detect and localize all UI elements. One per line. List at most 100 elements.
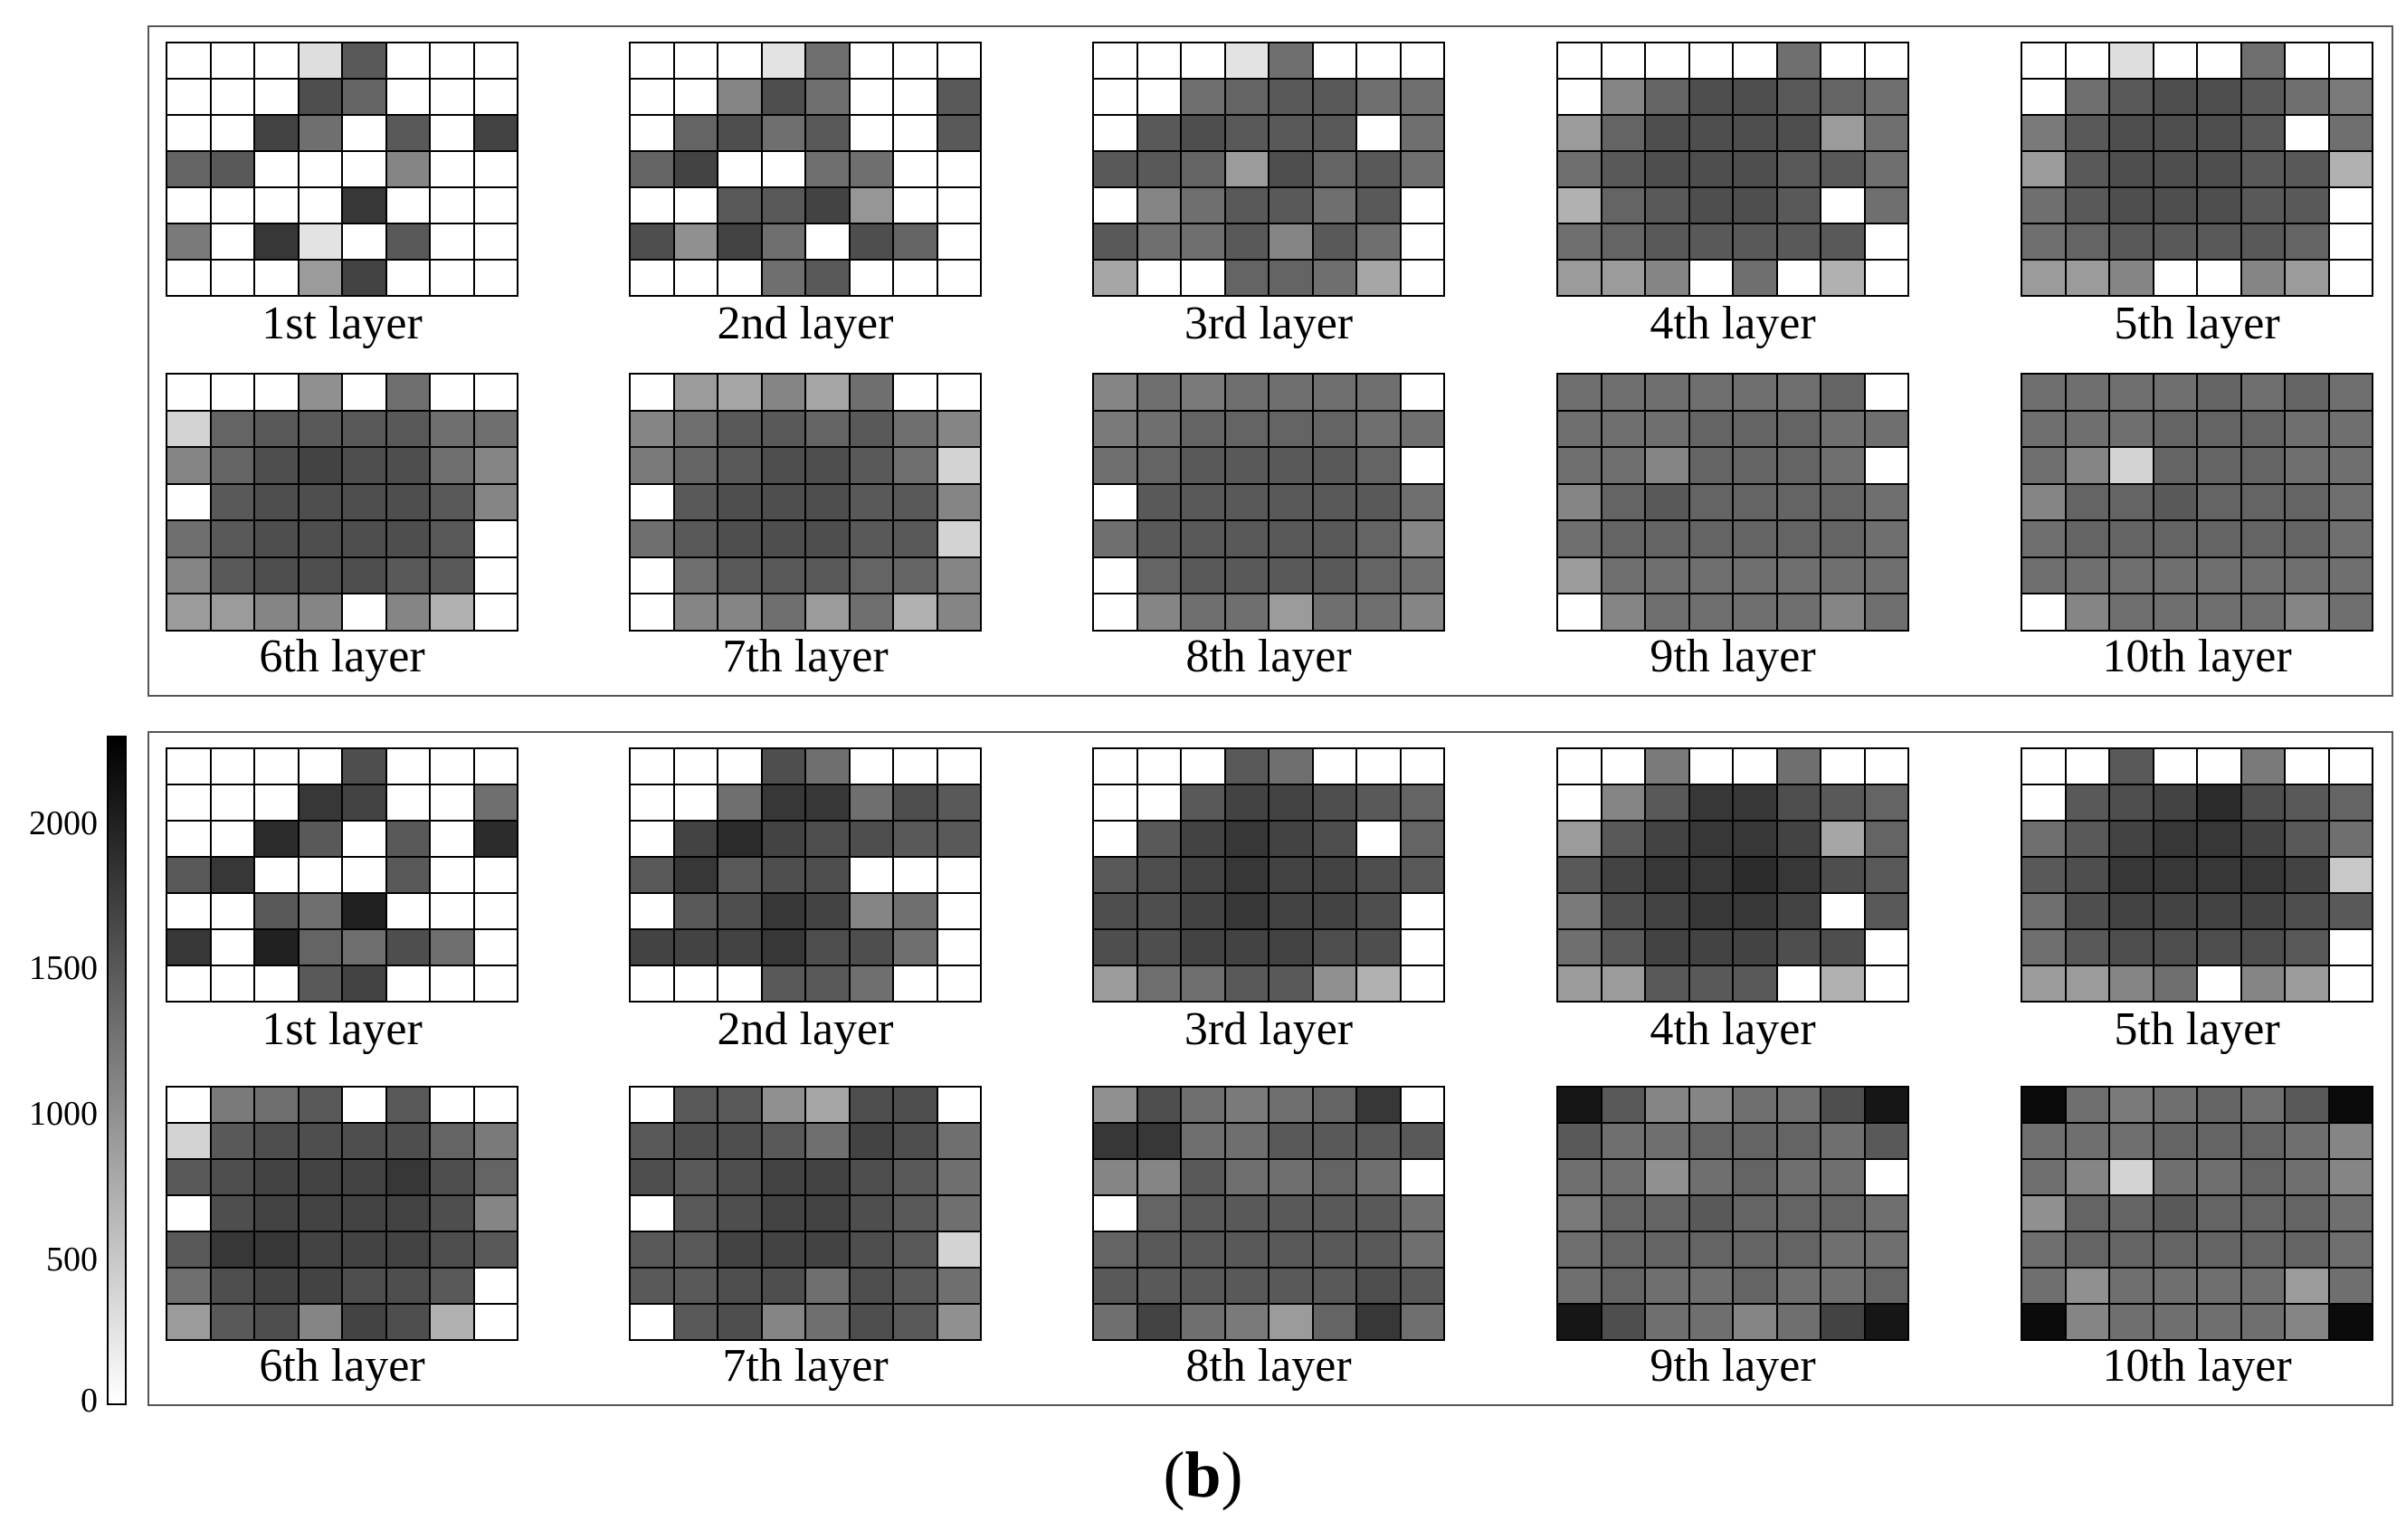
heatmap-cell — [2065, 187, 2109, 223]
heatmap-cell — [385, 857, 430, 893]
heatmap-cell — [1093, 115, 1137, 151]
heatmap-cell — [2197, 556, 2241, 594]
heatmap-cell — [2197, 1159, 2241, 1195]
layer-label: 4th layer — [1650, 298, 1816, 349]
heatmap-cell — [2240, 1268, 2285, 1304]
heatmap-cell — [1821, 857, 1865, 893]
heatmap-cell — [2109, 784, 2154, 821]
heatmap-cell — [1821, 556, 1865, 594]
heatmap-cell — [1136, 1268, 1181, 1304]
heatmap-cell — [2109, 857, 2154, 893]
layer-label: 7th layer — [722, 631, 889, 682]
heatmap-cell — [1224, 223, 1269, 260]
heatmap-cell — [673, 556, 718, 594]
caption-open: ( — [1163, 1439, 1185, 1511]
heatmap-cell — [1733, 748, 1777, 784]
heatmap-cell — [1269, 929, 1313, 965]
heatmap-cell — [1557, 1268, 1602, 1304]
heatmap-cell — [298, 447, 342, 484]
heatmap-cell — [2065, 1159, 2109, 1195]
heatmap-cell — [430, 1087, 474, 1123]
heatmap-cell — [937, 594, 981, 631]
heatmap-cell — [1312, 965, 1356, 1002]
heatmap-cell — [1864, 151, 1908, 187]
heatmap-cell — [1093, 748, 1137, 784]
heatmap-cell — [2153, 1123, 2197, 1159]
heatmap-cell — [2285, 260, 2329, 296]
heatmap-cell — [210, 520, 254, 557]
heatmap-cell — [1645, 1304, 1689, 1340]
heatmap-cell — [2065, 223, 2109, 260]
heatmap-cell — [805, 748, 850, 784]
heatmap-cell — [2240, 223, 2285, 260]
heatmap-cell — [1645, 1159, 1689, 1195]
heatmap-cell — [298, 893, 342, 929]
heatmap-cell — [2065, 43, 2109, 79]
heatmap-cell — [1645, 893, 1689, 929]
heatmap-cell — [761, 929, 805, 965]
heatmap-cell — [2021, 1123, 2066, 1159]
heatmap-cell — [2285, 929, 2329, 965]
heatmap-cell — [893, 43, 937, 79]
heatmap-cell — [1821, 483, 1865, 521]
heatmap-cell — [937, 374, 981, 411]
heatmap-cell — [298, 748, 342, 784]
heatmap-cell — [1821, 1123, 1865, 1159]
heatmap-cell — [2285, 821, 2329, 857]
heatmap-cell — [2153, 857, 2197, 893]
heatmap-cell — [2153, 1231, 2197, 1268]
heatmap-cell — [166, 857, 211, 893]
heatmap-cell — [630, 1268, 674, 1304]
heatmap-cell — [1601, 929, 1645, 965]
heatmap-cell — [2285, 187, 2329, 223]
heatmap-cell — [2109, 483, 2154, 521]
bottom-heatmap-9 — [1556, 1086, 1909, 1341]
heatmap-cell — [2065, 748, 2109, 784]
heatmap-cell — [1733, 187, 1777, 223]
heatmap-cell — [1601, 821, 1645, 857]
heatmap-cell — [2109, 594, 2154, 631]
heatmap-cell — [1312, 1268, 1356, 1304]
heatmap-cell — [718, 115, 762, 151]
heatmap-cell — [937, 520, 981, 557]
heatmap-cell — [1312, 483, 1356, 521]
heatmap-cell — [1645, 821, 1689, 857]
heatmap-cell — [342, 594, 386, 631]
heatmap-cell — [893, 857, 937, 893]
heatmap-cell — [1733, 1123, 1777, 1159]
heatmap-cell — [893, 115, 937, 151]
heatmap-cell — [805, 520, 850, 557]
heatmap-cell — [2285, 520, 2329, 557]
heatmap-cell — [1356, 1268, 1401, 1304]
heatmap-cell — [2197, 447, 2241, 484]
heatmap-cell — [2153, 223, 2197, 260]
heatmap-cell — [1821, 79, 1865, 115]
heatmap-cell — [2240, 821, 2285, 857]
heatmap-cell — [254, 79, 299, 115]
heatmap-cell — [2065, 784, 2109, 821]
heatmap-cell — [849, 594, 893, 631]
heatmap-cell — [1269, 410, 1313, 448]
heatmap-cell — [718, 43, 762, 79]
heatmap-cell — [2240, 187, 2285, 223]
heatmap-cell — [893, 1123, 937, 1159]
heatmap-cell — [254, 43, 299, 79]
heatmap-cell — [2240, 893, 2285, 929]
heatmap-cell — [430, 1268, 474, 1304]
heatmap-cell — [385, 1159, 430, 1195]
heatmap-cell — [1776, 187, 1821, 223]
heatmap-cell — [2328, 821, 2373, 857]
heatmap-cell — [1181, 594, 1225, 631]
heatmap-cell — [718, 374, 762, 411]
layer-label: 2nd layer — [717, 298, 894, 349]
heatmap-cell — [718, 594, 762, 631]
heatmap-cell — [718, 260, 762, 296]
heatmap-cell — [2328, 965, 2373, 1002]
heatmap-cell — [1645, 1268, 1689, 1304]
heatmap-cell — [630, 929, 674, 965]
heatmap-cell — [254, 556, 299, 594]
heatmap-cell — [673, 1268, 718, 1304]
heatmap-cell — [430, 594, 474, 631]
heatmap-cell — [298, 556, 342, 594]
heatmap-cell — [2240, 79, 2285, 115]
